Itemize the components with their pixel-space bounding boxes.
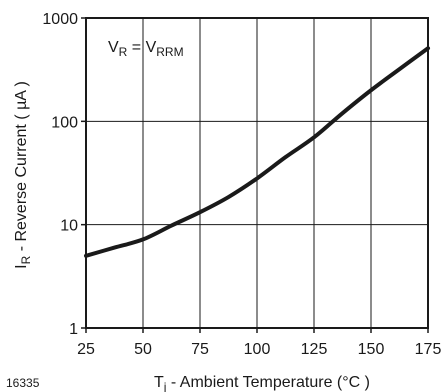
- y-tick-label: 100: [51, 114, 78, 131]
- y-axis-title-rest: - Reverse Current ( µA ): [13, 81, 30, 256]
- y-tick-label: 1: [69, 321, 78, 338]
- x-tick-label: 150: [358, 341, 385, 358]
- annotation-eq: = V: [127, 39, 156, 56]
- x-tick-label: 50: [134, 341, 152, 358]
- x-axis-title-sub: j: [163, 380, 167, 392]
- x-tick-label: 125: [301, 341, 328, 358]
- figure-id: 16335: [6, 376, 40, 390]
- annotation-lhs-sub: R: [119, 45, 128, 59]
- y-tick-labels: 1 10 100 1000: [42, 11, 78, 338]
- reverse-current-curve: [84, 46, 430, 258]
- x-axis-title: Tj - Ambient Temperature (°C ): [154, 374, 370, 392]
- y-axis-title-sub: R: [19, 255, 33, 264]
- x-tick-label: 175: [415, 341, 442, 358]
- x-axis-title-base: T: [154, 374, 164, 391]
- x-tick-label: 75: [191, 341, 209, 358]
- annotation-rhs-sub: RRM: [156, 45, 183, 59]
- ticks: [81, 17, 429, 333]
- y-axis-title-base: I: [13, 264, 30, 268]
- x-tick-label: 100: [244, 341, 271, 358]
- grid: [85, 17, 429, 329]
- x-tick-label: 25: [77, 341, 95, 358]
- y-tick-label: 10: [60, 218, 78, 235]
- y-axis-title: IR - Reverse Current ( µA ): [13, 81, 33, 269]
- x-tick-labels: 25 50 75 100 125 150 175: [77, 341, 441, 358]
- x-axis-title-rest: - Ambient Temperature (°C ): [166, 374, 370, 391]
- condition-annotation: VR = VRRM: [108, 39, 184, 59]
- annotation-lhs: V: [108, 39, 119, 56]
- y-tick-label: 1000: [42, 11, 78, 28]
